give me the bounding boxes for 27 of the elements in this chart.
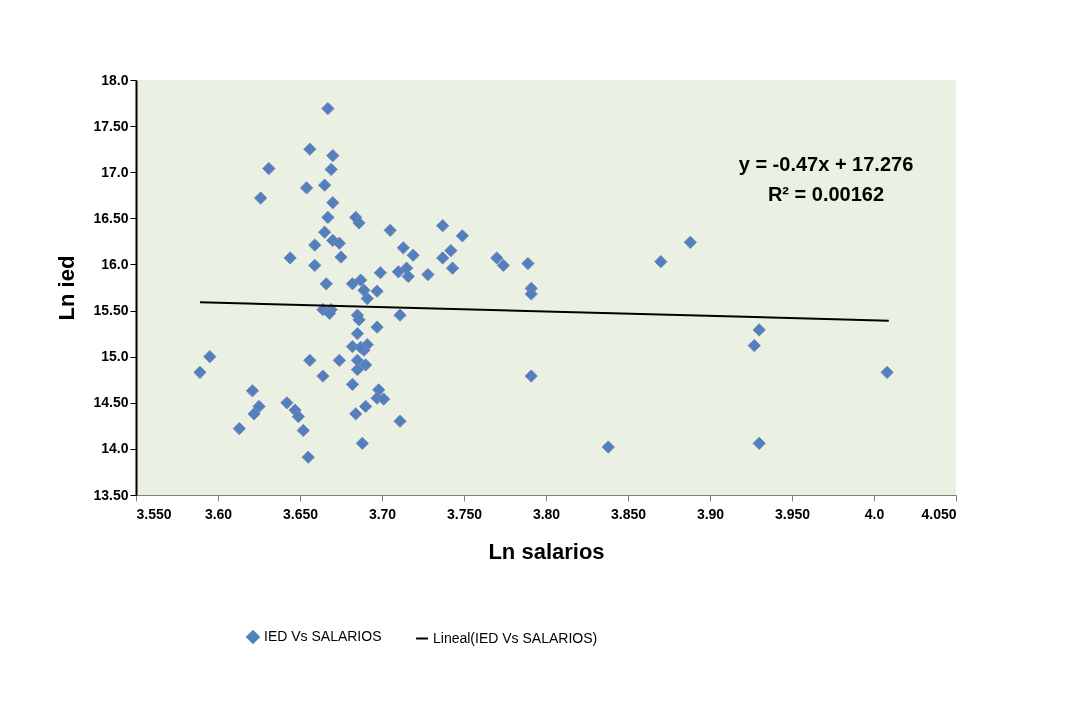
x-tick-label: 4.050 xyxy=(921,505,957,522)
x-tick-label: 3.90 xyxy=(696,505,725,522)
y-tick-label: 17.0 xyxy=(101,163,129,180)
y-tick-label: 15.0 xyxy=(101,348,129,365)
y-tick-label: 16.50 xyxy=(93,209,129,226)
legend-label: Lineal(IED Vs SALARIOS) xyxy=(433,629,598,646)
y-tick-label: 18.0 xyxy=(101,71,129,88)
annotation: y = -0.47x + 17.276 xyxy=(738,153,914,175)
x-tick-label: 3.80 xyxy=(532,505,561,522)
y-tick-label: 14.50 xyxy=(93,394,129,411)
y-tick-label: 13.50 xyxy=(93,486,129,503)
x-tick-label: 3.750 xyxy=(446,505,483,522)
y-tick-label: 14.0 xyxy=(101,440,129,457)
x-tick-label: 3.70 xyxy=(368,505,397,522)
y-axis-title: Ln ied xyxy=(54,255,80,321)
x-tick-label: 3.850 xyxy=(610,505,647,522)
annotation: R² = 0.00162 xyxy=(767,183,885,205)
y-tick-label: 16.0 xyxy=(101,255,129,272)
x-tick-label: 3.60 xyxy=(204,505,233,522)
legend-label: IED Vs SALARIOS xyxy=(264,628,382,645)
y-tick-label: 15.50 xyxy=(93,302,129,319)
y-tick-label: 17.50 xyxy=(93,117,129,134)
x-tick-label: 4.0 xyxy=(864,505,885,522)
x-tick-label: 3.650 xyxy=(282,505,319,522)
x-tick-label: 3.950 xyxy=(774,505,811,522)
x-axis-title: Ln salarios xyxy=(488,538,605,564)
x-tick-label: 3.550 xyxy=(136,505,172,522)
